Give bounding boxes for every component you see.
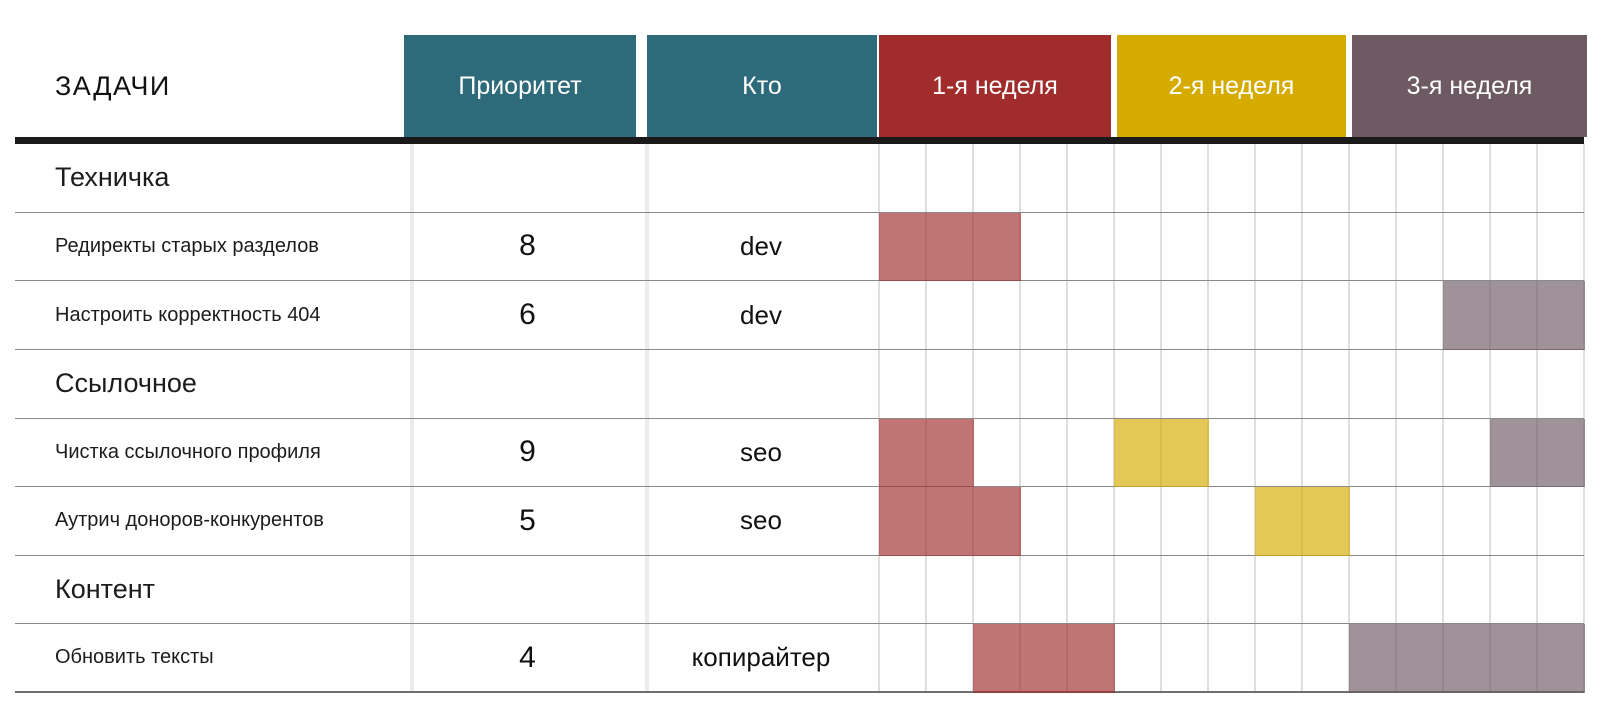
header-separator-line xyxy=(15,137,1584,144)
red-gantt-bar xyxy=(879,212,1021,282)
section-row: Ссылочное xyxy=(15,350,1584,419)
priority-value: 6 xyxy=(519,298,536,332)
task-row: Настроить корректность 404 6 dev xyxy=(15,281,1584,350)
task-label: Ссылочное xyxy=(55,368,197,399)
mauve-gantt-bar xyxy=(1490,418,1585,488)
who-value: seo xyxy=(740,436,782,467)
task-label: Чистка ссылочного профиля xyxy=(55,440,321,463)
task-label: Аутрич доноров-конкурентов xyxy=(55,509,324,532)
priority-value: 9 xyxy=(519,435,536,469)
section-row: Техничка xyxy=(15,144,1584,213)
who-column-header: Кто xyxy=(647,35,877,137)
who-value: копирайтер xyxy=(691,642,831,673)
day-gridline xyxy=(1301,144,1303,693)
section-row: Контент xyxy=(15,556,1584,625)
tasks-column-header: ЗАДАЧИ xyxy=(55,70,171,101)
who-value: seo xyxy=(740,505,782,536)
task-row: Чистка ссылочного профиля 9 seo xyxy=(15,419,1584,488)
task-row: Аутрич доноров-конкурентов 5 seo xyxy=(15,487,1584,556)
priority-value: 4 xyxy=(519,640,536,674)
week3-column-header: 3-я неделя xyxy=(1352,35,1587,137)
task-row: Обновить тексты 4 копирайтер xyxy=(15,624,1584,693)
day-gridline xyxy=(1442,144,1444,693)
task-row: Редиректы старых разделов 8 dev xyxy=(15,213,1584,282)
task-label: Техничка xyxy=(55,162,170,193)
red-gantt-bar xyxy=(879,418,974,488)
task-label: Редиректы старых разделов xyxy=(55,234,319,257)
who-value: dev xyxy=(740,230,782,261)
yellow-gantt-bar xyxy=(1114,418,1209,488)
red-gantt-bar xyxy=(879,487,1021,556)
mauve-gantt-bar xyxy=(1443,281,1585,350)
day-gridline xyxy=(1348,144,1350,693)
red-gantt-bar xyxy=(973,624,1115,693)
who-value: dev xyxy=(740,299,782,330)
task-label: Настроить корректность 404 xyxy=(55,303,321,326)
yellow-gantt-bar xyxy=(1255,487,1350,556)
priority-who-divider xyxy=(645,144,649,693)
tasks-priority-divider xyxy=(410,144,414,693)
priority-value: 5 xyxy=(519,503,536,537)
week2-column-header: 2-я неделя xyxy=(1117,35,1346,137)
priority-value: 8 xyxy=(519,229,536,263)
week1-column-header: 1-я неделя xyxy=(879,35,1111,137)
day-gridline xyxy=(1395,144,1397,693)
task-label: Обновить тексты xyxy=(55,646,214,669)
mauve-gantt-bar xyxy=(1349,624,1585,693)
day-gridline xyxy=(1066,144,1068,693)
priority-column-header: Приоритет xyxy=(404,35,636,137)
day-gridline xyxy=(1254,144,1256,693)
day-gridline xyxy=(1019,144,1021,693)
task-label: Контент xyxy=(55,574,156,605)
